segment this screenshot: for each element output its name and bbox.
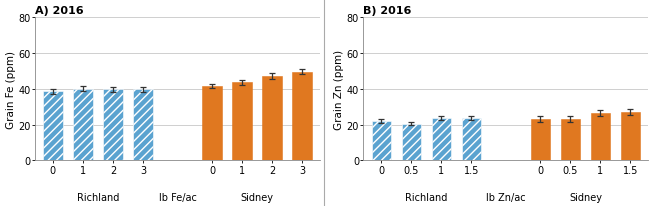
Y-axis label: Grain Zn (ppm): Grain Zn (ppm) <box>334 49 344 129</box>
Text: lb Fe/ac: lb Fe/ac <box>158 192 196 202</box>
Bar <box>202 87 222 161</box>
Bar <box>621 112 640 161</box>
Text: A) 2016: A) 2016 <box>35 6 84 15</box>
Bar <box>560 119 580 161</box>
Bar <box>43 92 63 161</box>
Bar <box>133 90 152 161</box>
Bar <box>232 83 252 161</box>
Bar <box>73 89 93 161</box>
Bar <box>371 121 391 161</box>
Text: Sidney: Sidney <box>241 192 273 202</box>
Text: Richland: Richland <box>77 192 119 202</box>
Y-axis label: Grain Fe (ppm): Grain Fe (ppm) <box>5 50 16 128</box>
Bar <box>402 124 421 161</box>
Text: lb Zn/ac: lb Zn/ac <box>486 192 526 202</box>
Bar <box>432 119 451 161</box>
Text: Richland: Richland <box>405 192 447 202</box>
Bar <box>103 90 123 161</box>
Text: B) 2016: B) 2016 <box>363 6 411 15</box>
Bar <box>292 72 312 161</box>
Bar <box>462 119 481 161</box>
Bar <box>591 113 610 161</box>
Bar <box>530 119 550 161</box>
Text: Sidney: Sidney <box>569 192 602 202</box>
Bar <box>262 77 282 161</box>
